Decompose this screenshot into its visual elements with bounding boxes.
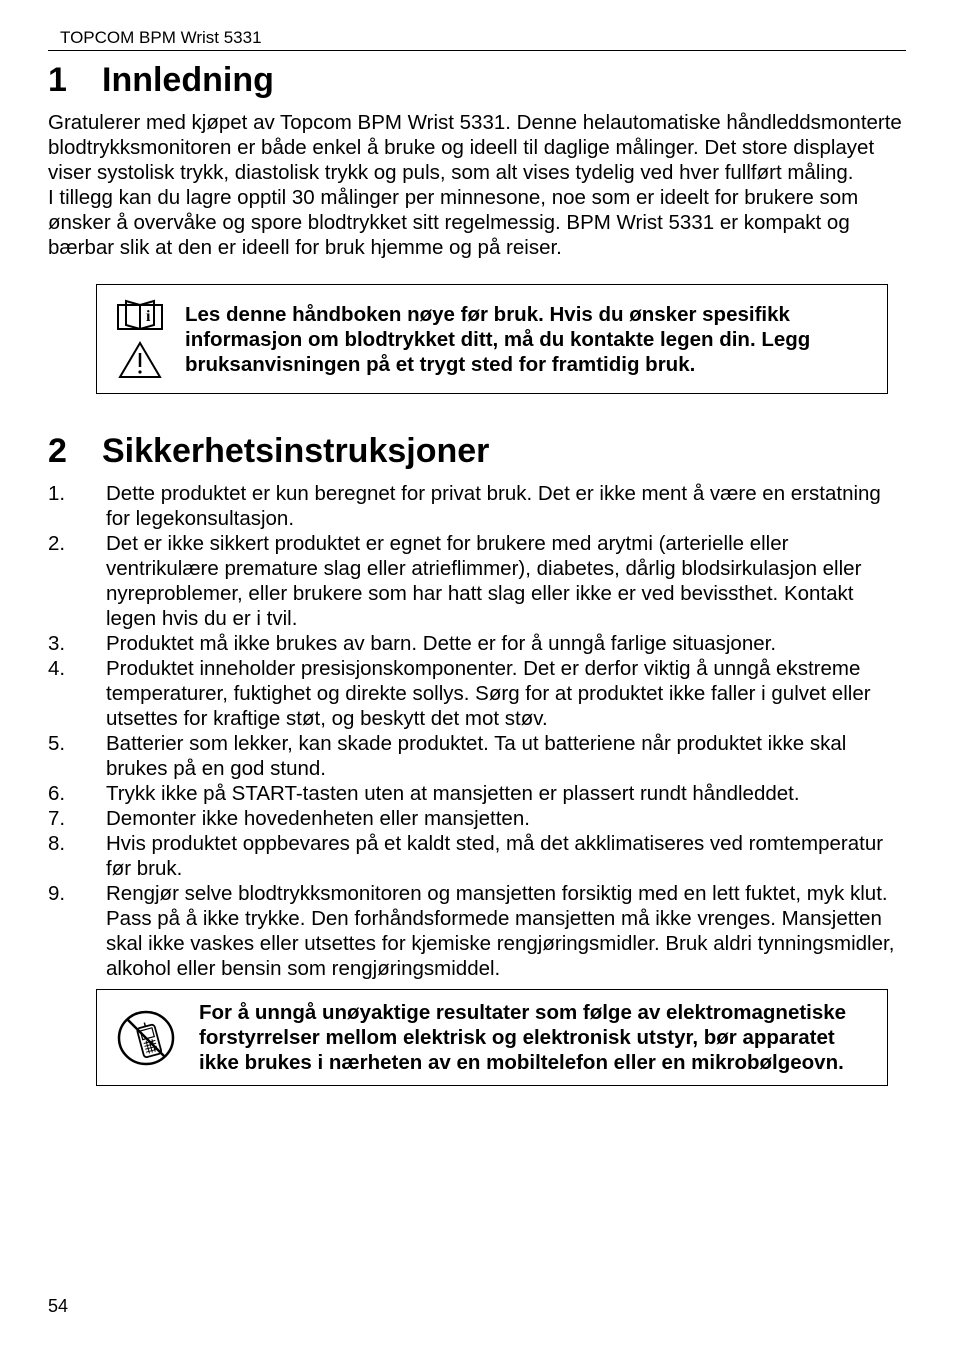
item-text: Batterier som lekker, kan skade produkte… (106, 731, 906, 781)
item-text: Produktet inneholder presisjonskomponent… (106, 656, 906, 731)
section-2-heading: 2Sikkerhetsinstruksjoner (48, 432, 906, 471)
item-number: 6. (48, 781, 106, 806)
item-number: 9. (48, 881, 106, 981)
list-item: 1.Dette produktet er kun beregnet for pr… (48, 481, 906, 531)
header-rule (48, 50, 906, 51)
callout-icon-wrap (111, 1008, 181, 1068)
safety-list: 1.Dette produktet er kun beregnet for pr… (48, 481, 906, 981)
item-number: 3. (48, 631, 106, 656)
item-number: 5. (48, 731, 106, 781)
document-header: TOPCOM BPM Wrist 5331 (60, 28, 906, 48)
manual-book-icon: i (116, 299, 164, 333)
item-text: Det er ikke sikkert produktet er egnet f… (106, 531, 906, 631)
item-text: Rengjør selve blodtrykksmonitoren og man… (106, 881, 906, 981)
warning-triangle-icon (118, 341, 162, 379)
emi-callout-text: For å unngå unøyaktige resultater som fø… (199, 1000, 869, 1075)
page-number: 54 (48, 1296, 68, 1317)
section-2-title: Sikkerhetsinstruksjoner (102, 432, 489, 470)
section-1-heading: 1Innledning (48, 61, 906, 100)
section-1-title: Innledning (102, 61, 274, 99)
item-number: 8. (48, 831, 106, 881)
item-text: Dette produktet er kun beregnet for priv… (106, 481, 906, 531)
no-phone-icon (116, 1008, 176, 1068)
item-number: 7. (48, 806, 106, 831)
list-item: 5.Batterier som lekker, kan skade produk… (48, 731, 906, 781)
item-text: Demonter ikke hovedenheten eller mansjet… (106, 806, 906, 831)
svg-text:i: i (146, 308, 151, 325)
section-1-para-1: Gratulerer med kjøpet av Topcom BPM Wris… (48, 110, 906, 185)
section-1-number: 1 (48, 61, 102, 100)
item-text: Produktet må ikke brukes av barn. Dette … (106, 631, 906, 656)
info-callout-text: Les denne håndboken nøye før bruk. Hvis … (185, 302, 869, 377)
emi-callout-box: For å unngå unøyaktige resultater som fø… (96, 989, 888, 1086)
list-item: 3.Produktet må ikke brukes av barn. Dett… (48, 631, 906, 656)
list-item: 7.Demonter ikke hovedenheten eller mansj… (48, 806, 906, 831)
info-callout-box: i Les denne håndboken nøye før bruk. Hvi… (96, 284, 888, 394)
item-number: 4. (48, 656, 106, 731)
list-item: 6.Trykk ikke på START-tasten uten at man… (48, 781, 906, 806)
item-text: Hvis produktet oppbevares på et kaldt st… (106, 831, 906, 881)
item-number: 2. (48, 531, 106, 631)
section-1-para-2: I tillegg kan du lagre opptil 30 målinge… (48, 185, 906, 260)
item-number: 1. (48, 481, 106, 531)
list-item: 9.Rengjør selve blodtrykksmonitoren og m… (48, 881, 906, 981)
list-item: 8.Hvis produktet oppbevares på et kaldt … (48, 831, 906, 881)
item-text: Trykk ikke på START-tasten uten at mansj… (106, 781, 906, 806)
section-2-number: 2 (48, 432, 102, 471)
list-item: 4.Produktet inneholder presisjonskompone… (48, 656, 906, 731)
list-item: 2.Det er ikke sikkert produktet er egnet… (48, 531, 906, 631)
callout-icons: i (111, 299, 169, 379)
